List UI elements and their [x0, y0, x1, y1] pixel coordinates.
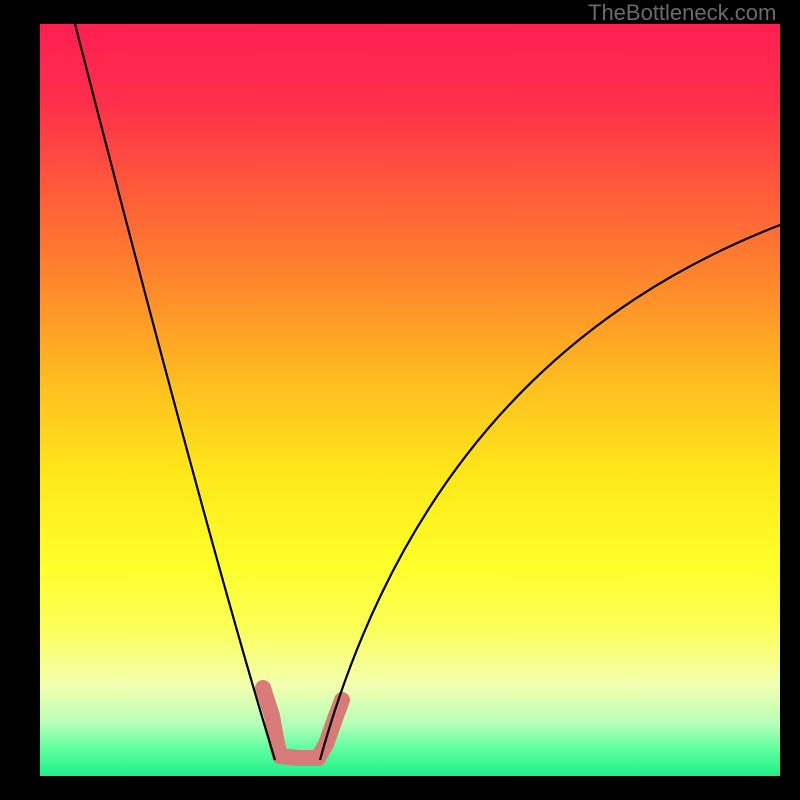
bottleneck-curve-right: [320, 225, 780, 760]
chart-svg: [0, 0, 800, 800]
bottleneck-curve-left: [75, 24, 275, 760]
watermark-text: TheBottleneck.com: [588, 0, 776, 26]
